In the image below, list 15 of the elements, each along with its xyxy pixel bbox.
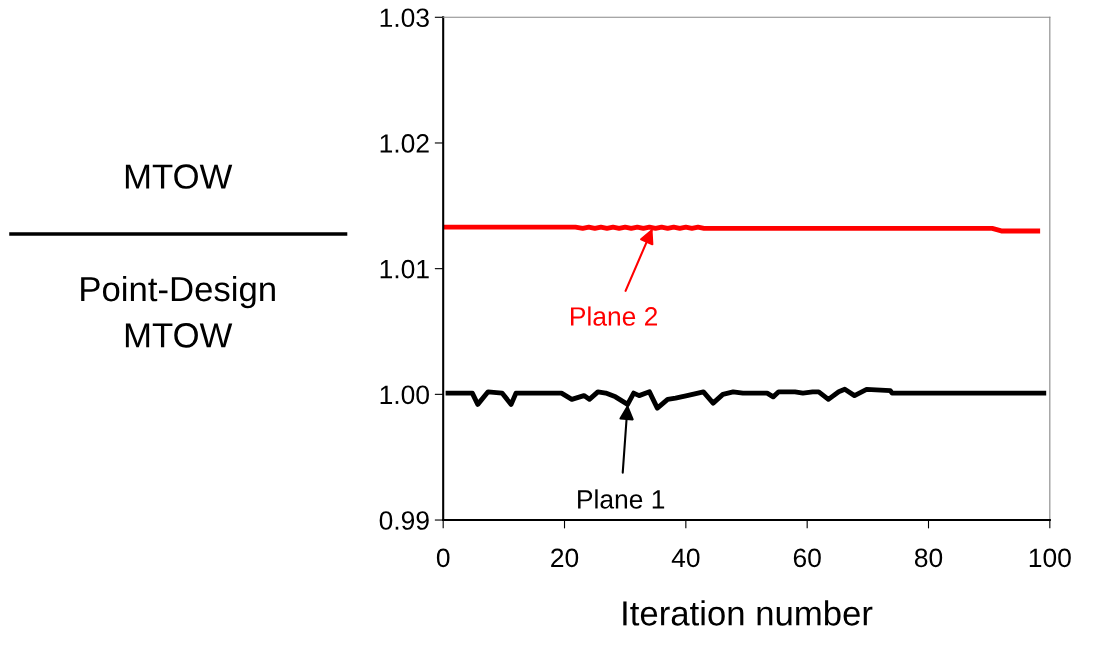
x-axis-title: Iteration number — [623, 600, 873, 626]
y-tick-label: 1.00 — [380, 385, 429, 405]
annotation: Plane 1 — [578, 489, 665, 509]
y-tick-label: 1.03 — [380, 8, 429, 28]
x-tick-label: 0 — [436, 548, 450, 568]
text: MTOW Point-Design MTOW — [81, 164, 275, 348]
y-tick-label: 1.02 — [380, 134, 429, 153]
x-tick-label: 100 — [1029, 548, 1071, 568]
annotation: Plane 2 — [571, 306, 658, 326]
x-tick-label: 80 — [914, 548, 943, 568]
x-tick-label: 40 — [671, 548, 700, 568]
y-tick-label: 0.99 — [379, 511, 429, 530]
x-tick-label: 20 — [551, 548, 579, 568]
y-tick-label: 1.01 — [380, 259, 429, 279]
x-tick-label: 60 — [793, 548, 821, 568]
